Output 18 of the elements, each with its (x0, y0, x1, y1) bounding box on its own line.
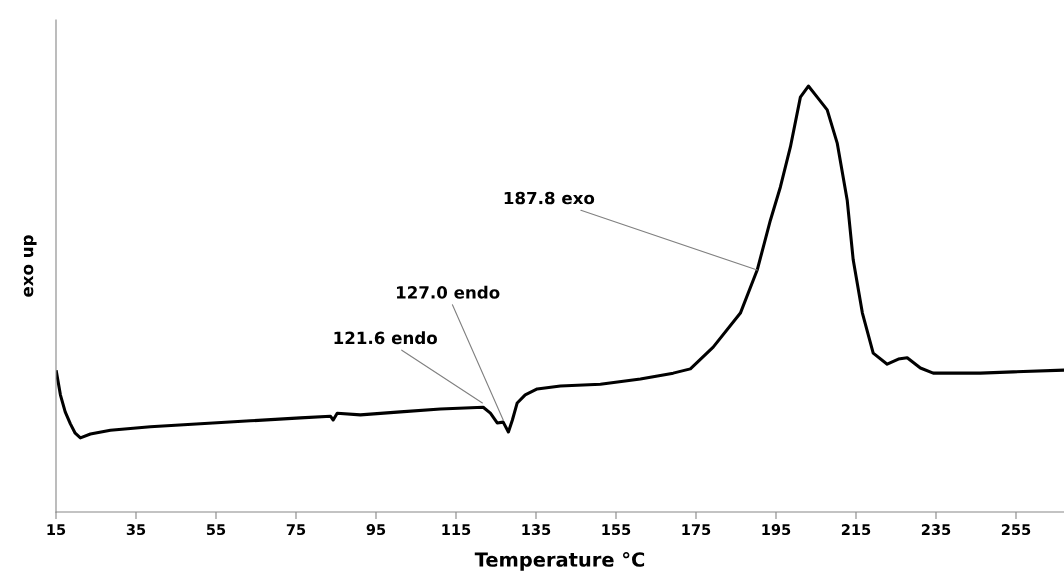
y-axis-title: exo up (23, 235, 37, 297)
x-tick-label: 215 (841, 524, 871, 536)
x-tick-label: 175 (682, 524, 711, 536)
x-tick-label: 35 (126, 524, 146, 536)
x-tick-label: 55 (206, 524, 226, 536)
x-axis-title: Temperature °C (474, 552, 645, 571)
x-tick-label: 115 (442, 524, 471, 536)
x-tick-label: 235 (921, 524, 951, 536)
x-tick-label: 155 (602, 524, 631, 536)
x-tick-label: 195 (762, 524, 791, 536)
x-tick-label: 135 (522, 524, 551, 536)
x-tick-label: 255 (1001, 524, 1031, 536)
annotation: 127.0 endo (396, 285, 500, 299)
x-tick-label: 15 (47, 524, 66, 536)
x-tick-label: 75 (286, 524, 306, 536)
annotation: 121.6 endo (334, 331, 437, 345)
x-tick-label: 95 (366, 524, 386, 536)
annotation: 187.8 exo (504, 191, 595, 205)
